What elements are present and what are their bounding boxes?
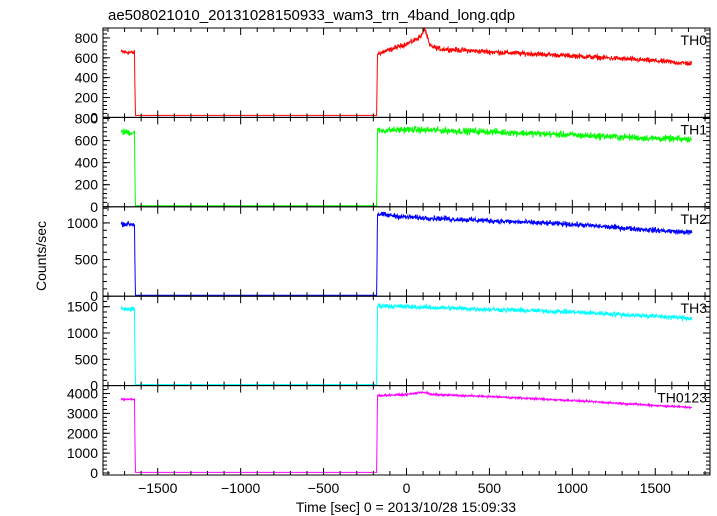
- panel-label-th0123: TH0123: [657, 390, 707, 406]
- series-th0-line: [120, 27, 693, 116]
- y-tick-label: 0: [90, 199, 98, 215]
- x-tick-label: 0: [403, 480, 411, 496]
- y-axis-label: Counts/sec: [33, 221, 49, 291]
- y-tick-label: 4000: [67, 386, 98, 402]
- y-tick-label: 0: [90, 465, 98, 481]
- y-tick-label: 1000: [67, 215, 98, 231]
- panel-frame: [102, 295, 711, 387]
- panel-th0: 0 200 400 600 800 TH0: [75, 27, 711, 125]
- y-tick-label: 200: [75, 90, 99, 106]
- y-tick-label: 400: [75, 155, 99, 171]
- y-tick-label: 1000: [67, 325, 98, 341]
- panel-frame: [102, 27, 711, 118]
- y-tick-label: 400: [75, 70, 99, 86]
- panel-th2: 0 500 1000 TH2: [67, 206, 711, 304]
- y-tick-label: 0: [90, 109, 98, 125]
- panel-th0123: 0 1000 2000 3000 4000 TH0123: [67, 385, 711, 481]
- y-tick-label: 1500: [67, 299, 98, 315]
- x-tick-label: 1000: [557, 480, 588, 496]
- y-tick-label: 800: [75, 30, 99, 46]
- y-tick-label: 500: [75, 351, 99, 367]
- y-tick-label: 1000: [67, 445, 98, 461]
- x-axis-label: Time [sec] 0 = 2013/10/28 15:09:33: [296, 499, 516, 515]
- x-tick-label: −1500: [138, 480, 178, 496]
- panels-group: 0 200 400 600 800 TH0 0 200 400 600 800 TH1 0 500 1000…: [67, 27, 711, 496]
- y-tick-label: 200: [75, 177, 99, 193]
- y-tick-label: 600: [75, 50, 99, 66]
- panel-th1: 0 200 400 600 800 TH1: [75, 111, 711, 215]
- x-tick-label: −500: [308, 480, 340, 496]
- x-tick-label: 500: [478, 480, 502, 496]
- y-tick-label: 0: [90, 288, 98, 304]
- y-tick-label: 500: [75, 252, 99, 268]
- series-th1-line: [120, 125, 693, 207]
- y-tick-label: 600: [75, 133, 99, 149]
- x-tick-label: −1000: [221, 480, 261, 496]
- chart-title: ae508021010_20131028150933_wam3_trn_4ban…: [108, 7, 515, 24]
- x-tick-label: 1500: [640, 480, 671, 496]
- y-tick-label: 2000: [67, 425, 98, 441]
- panel-frame: [102, 385, 711, 476]
- series-th2-line: [120, 211, 693, 296]
- series-th0123-line: [120, 390, 693, 473]
- panel-label-th2: TH2: [681, 211, 708, 227]
- y-tick-label: 0: [90, 378, 98, 394]
- panel-label-th1: TH1: [681, 121, 708, 137]
- panel-frame: [102, 206, 711, 297]
- y-tick-label: 3000: [67, 405, 98, 421]
- panel-th3: 0 500 1000 1500 TH3: [67, 295, 711, 394]
- y-tick-label: 800: [75, 111, 99, 127]
- panel-label-th3: TH3: [681, 300, 708, 316]
- panel-label-th0: TH0: [681, 32, 708, 48]
- series-th3-line: [120, 302, 693, 386]
